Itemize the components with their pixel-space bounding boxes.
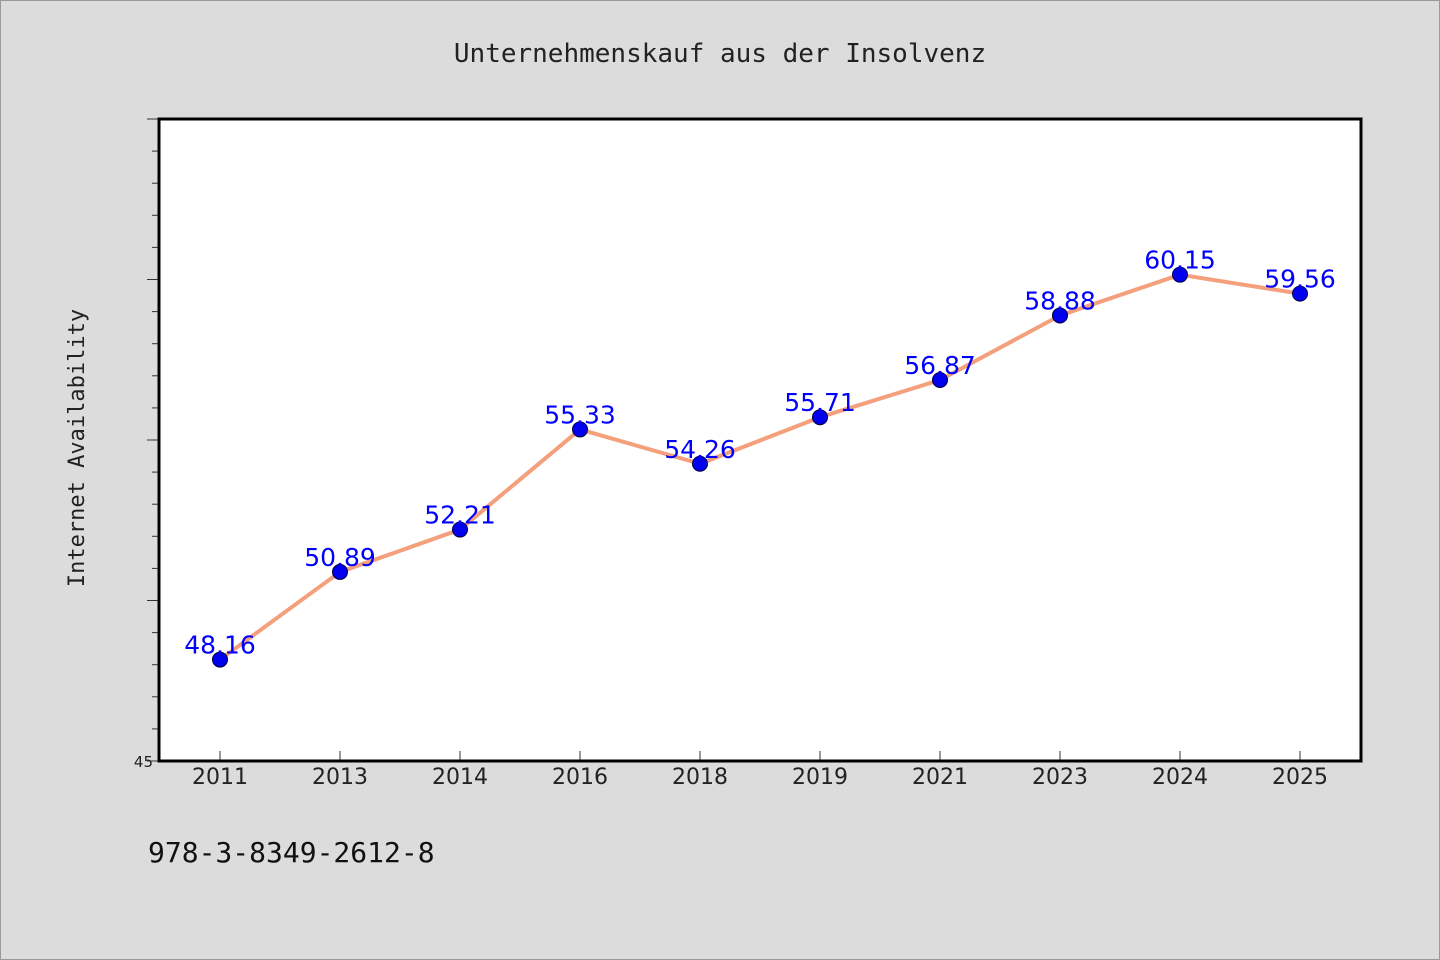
data-label: 55.71 xyxy=(784,388,856,417)
footer-isbn: 978-3-8349-2612-8 xyxy=(148,836,435,869)
x-tick-label: 2011 xyxy=(192,765,248,790)
x-tick-label: 2019 xyxy=(792,765,848,790)
series-line-group xyxy=(218,272,1302,662)
data-point xyxy=(1172,266,1188,283)
x-tick-label: 2013 xyxy=(312,765,368,790)
x-tick-label: 2025 xyxy=(1272,765,1328,790)
data-label: 52.21 xyxy=(424,501,496,530)
data-point xyxy=(332,563,348,580)
x-tick-label: 2024 xyxy=(1152,765,1208,790)
x-tick-label: 2021 xyxy=(912,765,968,790)
data-point xyxy=(692,455,708,472)
x-tick-label: 2016 xyxy=(552,765,608,790)
data-label: 48.16 xyxy=(184,631,256,660)
data-label: 59.56 xyxy=(1264,265,1336,294)
data-label: 56.87 xyxy=(904,351,976,380)
data-point xyxy=(1052,307,1068,324)
data-point xyxy=(572,421,588,438)
data-label: 50.89 xyxy=(304,543,376,572)
data-label: 60.15 xyxy=(1144,246,1216,275)
data-labels: 48.16 50.89 52.21 55.33 54.26 55.71 56.87 58.88… xyxy=(184,246,1336,660)
data-point xyxy=(932,371,948,388)
data-label: 58.88 xyxy=(1024,286,1096,315)
data-label: 55.33 xyxy=(544,400,616,429)
y-axis-ticks: 45 xyxy=(134,118,159,771)
data-point xyxy=(812,409,828,426)
x-tick-label: 2018 xyxy=(672,765,728,790)
data-label: 54.26 xyxy=(664,435,736,464)
data-points xyxy=(212,266,1308,668)
y-tick-label: 45 xyxy=(134,753,153,771)
y-axis-label: Internet Availability xyxy=(65,309,90,587)
data-point xyxy=(452,521,468,538)
series-line xyxy=(218,272,1302,662)
chart-title: Unternehmenskauf aus der Insolvenz xyxy=(454,39,986,69)
data-point xyxy=(1292,285,1308,302)
plot-border xyxy=(157,117,1363,763)
x-tick-label: 2014 xyxy=(432,765,488,790)
x-tick-label: 2023 xyxy=(1032,765,1088,790)
x-axis-ticks: 2011 2013 2014 2016 2018 2019 2021 2023 2024 2025 xyxy=(192,751,1328,790)
data-point xyxy=(212,651,228,668)
